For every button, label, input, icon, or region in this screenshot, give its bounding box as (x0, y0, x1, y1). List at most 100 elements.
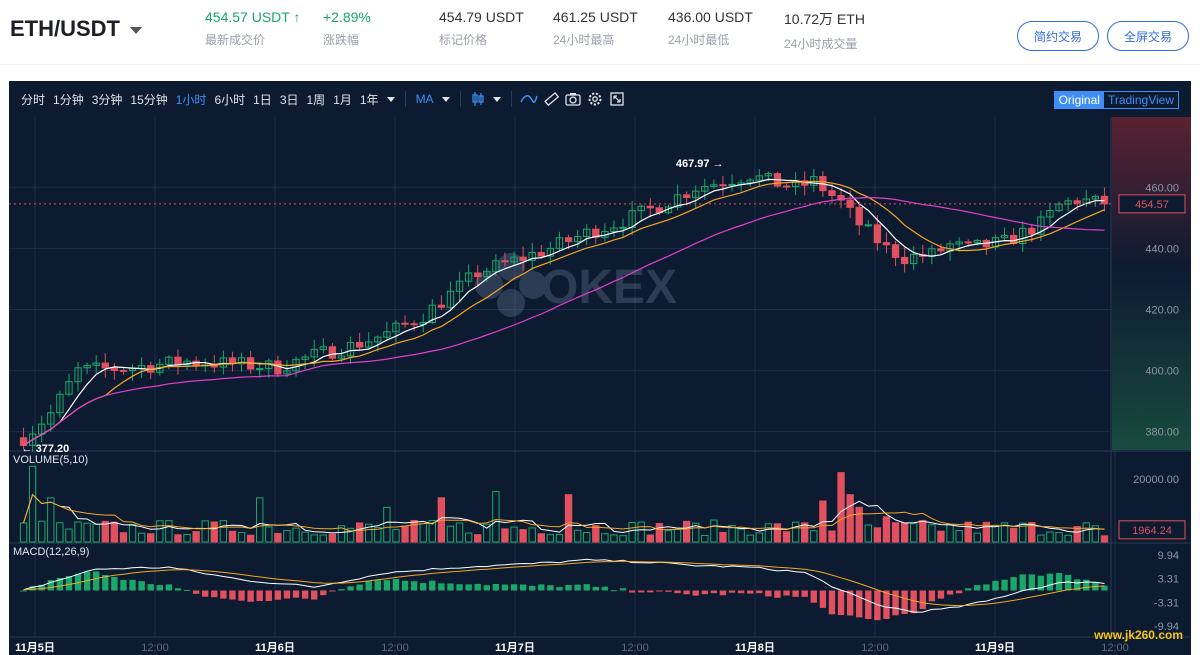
volume-bar (573, 529, 582, 543)
macd-bar (429, 580, 436, 591)
interval-tab[interactable]: 1年 (359, 92, 379, 107)
volume-bar (137, 532, 146, 543)
ruler-icon[interactable] (540, 89, 562, 109)
volume-bar (92, 523, 100, 543)
candle-body (410, 323, 418, 326)
macd-bar (410, 581, 418, 591)
macd-bar (1019, 574, 1026, 591)
stat-label: 24小时最高 (553, 33, 615, 47)
fullscreen-trade-button[interactable]: 全屏交易 (1107, 21, 1189, 51)
volume-bar (47, 497, 55, 543)
macd-bar (102, 574, 109, 591)
candle-body (900, 256, 909, 265)
volume-bar (464, 532, 473, 543)
macd-bar (456, 584, 463, 591)
macd-bar (47, 580, 54, 591)
volume-bar (928, 524, 936, 543)
volume-bar (346, 527, 355, 543)
interval-tab[interactable]: 1小时 (175, 92, 207, 107)
volume-bar (1009, 527, 1018, 543)
candle-body (174, 356, 182, 366)
candle-body (374, 336, 382, 343)
macd-bar (229, 590, 236, 600)
macd-bar (156, 585, 163, 591)
volume-bar (919, 519, 927, 543)
interval-tab[interactable]: 15分钟 (130, 92, 168, 107)
interval-tab[interactable]: 分时 (21, 92, 46, 107)
volume-bar (891, 522, 900, 543)
candle-body (401, 322, 409, 325)
volume-bar (555, 533, 564, 543)
interval-tab[interactable]: 6小时 (214, 92, 246, 107)
interval-tab[interactable]: 1日 (253, 92, 272, 107)
interval-tab[interactable]: 1周 (306, 92, 326, 107)
chart-canvas[interactable]: OKEX 467.97 → ← 377.20 460.00 440.00 420.00 40… (9, 117, 1191, 655)
interval-tab[interactable]: 3日 (279, 92, 299, 107)
settings-icon[interactable] (584, 89, 606, 109)
time-axis-label: 12:00 (621, 642, 649, 654)
macd-bar (955, 590, 963, 594)
volume-bar (374, 527, 382, 543)
interval-tab[interactable]: 1月 (333, 92, 352, 107)
volume-bar (1019, 522, 1027, 543)
macd-bar (183, 589, 191, 591)
simple-trade-button[interactable]: 简约交易 (1017, 21, 1099, 51)
ma10-line (23, 180, 1105, 446)
price-axis-label: 380.00 (1145, 427, 1179, 439)
macd-bar (247, 590, 254, 602)
volume-bar (246, 534, 255, 543)
volume-bar (183, 533, 191, 543)
volume-bar (192, 531, 200, 543)
macd-dea-line (23, 560, 1105, 607)
candle-type-dropdown-icon[interactable] (492, 96, 501, 102)
stat-label: 涨跌幅 (323, 33, 360, 47)
stat-value: +2.89% (323, 9, 371, 25)
candle-body (455, 280, 464, 292)
volume-bar (682, 520, 691, 543)
stat-value: 454.57 USDT ↑ (205, 9, 301, 25)
macd-axis-label: 3.31 (1158, 574, 1179, 586)
volume-bar (737, 528, 745, 543)
macd-bar (320, 590, 327, 596)
candle-type-icon[interactable] (467, 89, 489, 109)
stat-value: 436.00 USDT (668, 9, 753, 25)
volume-bar (1055, 532, 1063, 543)
indicator-select[interactable]: MA (415, 92, 434, 106)
macd-bar (220, 590, 227, 599)
camera-icon[interactable] (562, 89, 584, 109)
macd-bar (756, 590, 763, 594)
high-price-marker: 467.97 → (676, 158, 724, 170)
volume-bar (446, 525, 455, 543)
interval-tab[interactable]: 1分钟 (53, 92, 84, 107)
candle-body (446, 290, 455, 308)
view-original-button[interactable]: Original (1054, 92, 1104, 108)
pair-selector[interactable]: ETH/USDT (10, 16, 142, 42)
volume-bar (1000, 522, 1009, 543)
volume-bar (65, 528, 73, 543)
indicator-dropdown-icon[interactable] (441, 96, 450, 102)
fullscreen-icon[interactable] (606, 89, 628, 109)
macd-bar (501, 584, 509, 591)
macd-bar (965, 588, 972, 591)
volume-bar (392, 529, 400, 543)
interval-tab[interactable]: 3分钟 (91, 92, 123, 107)
view-tradingview-button[interactable]: TradingView (1107, 93, 1174, 107)
macd-bar (1101, 585, 1108, 591)
time-axis-label: 12:00 (381, 642, 409, 654)
stat-label: 24小时成交量 (784, 37, 858, 51)
interval-dropdown-icon[interactable] (386, 96, 395, 102)
macd-bar (828, 590, 836, 615)
candle-body (637, 205, 645, 212)
line-tool-icon[interactable] (518, 89, 540, 109)
volume-bar (483, 523, 491, 543)
stat-label: 最新成交价 (205, 33, 266, 47)
volume-bar (147, 533, 155, 543)
candle-body (256, 368, 264, 371)
price-axis-band (1112, 117, 1191, 450)
time-axis-label: 12:00 (1101, 642, 1129, 654)
macd-bar (438, 583, 445, 591)
volume-bar (510, 526, 518, 543)
candle-body (546, 247, 555, 257)
macd-bar (174, 588, 182, 591)
volume-bar (528, 527, 536, 543)
